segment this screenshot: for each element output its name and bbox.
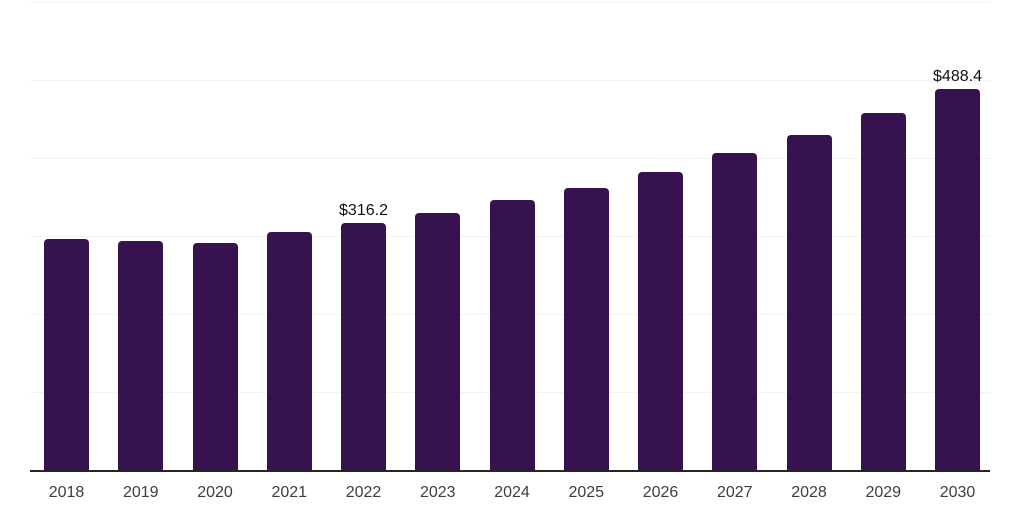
gridline-500 xyxy=(30,80,990,81)
x-tick-2023: 2023 xyxy=(419,484,456,501)
bar-2029 xyxy=(860,112,906,470)
plot-area: $316.2 $488.4 xyxy=(30,2,990,470)
bar-2026 xyxy=(638,172,683,470)
bar-2019 xyxy=(118,241,164,470)
bar-2018 xyxy=(44,239,89,470)
bar-2025 xyxy=(563,187,609,470)
gridline-600 xyxy=(30,2,990,3)
data-label-2022: $316.2 xyxy=(339,202,388,220)
x-tick-2018: 2018 xyxy=(48,484,85,501)
x-tick-2030: 2030 xyxy=(939,484,976,501)
x-tick-2029: 2029 xyxy=(865,484,902,501)
x-tick-2025: 2025 xyxy=(568,484,605,501)
x-axis-labels: 2018 2019 2020 2021 2022 2023 2024 2025 2026 2027… xyxy=(30,485,990,501)
data-label-2030: $488.4 xyxy=(933,68,982,86)
x-tick-2027: 2027 xyxy=(716,484,753,501)
x-tick-2028: 2028 xyxy=(791,484,827,501)
x-tick-2019: 2019 xyxy=(122,484,159,501)
bar-2030: $488.4 xyxy=(933,69,982,470)
x-tick-2021: 2021 xyxy=(271,484,308,501)
x-tick-2022: 2022 xyxy=(345,484,382,501)
x-tick-2026: 2026 xyxy=(642,484,679,501)
bar-2020 xyxy=(192,243,238,470)
x-tick-2024: 2024 xyxy=(494,484,530,501)
x-tick-2020: 2020 xyxy=(197,484,233,501)
x-axis-line xyxy=(30,470,990,472)
bar-2028 xyxy=(786,134,832,470)
bars-container: $316.2 $488.4 xyxy=(30,2,990,470)
bar-2021 xyxy=(266,232,312,470)
bar-2022: $316.2 xyxy=(339,203,388,470)
bar-2023 xyxy=(415,213,461,470)
bar-2024 xyxy=(489,200,535,470)
gridline-400 xyxy=(30,158,990,159)
bar-2027 xyxy=(712,153,758,470)
